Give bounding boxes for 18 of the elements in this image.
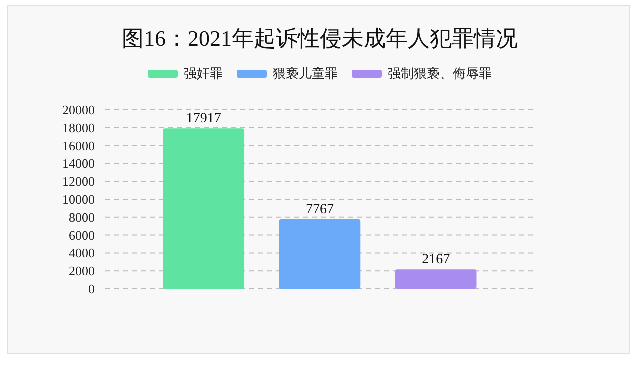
y-tick-label: 0: [88, 282, 95, 296]
y-tick-label: 4000: [69, 246, 95, 261]
data-label: 2167: [422, 252, 450, 268]
data-label: 17917: [186, 112, 222, 127]
y-tick-label: 12000: [62, 174, 95, 190]
y-tick-label: 20000: [62, 102, 95, 118]
legend-label: 强制猥亵、侮辱罪: [388, 66, 492, 81]
data-label: 7767: [306, 202, 334, 218]
y-tick-label: 18000: [62, 120, 95, 136]
y-tick-label: 8000: [69, 210, 95, 225]
legend-label: 猥亵儿童罪: [273, 66, 338, 81]
chart-title: 图16：2021年起诉性侵未成年人犯罪情况: [122, 26, 518, 51]
y-tick-label: 2000: [69, 264, 95, 279]
legend-label: 强奸罪: [184, 66, 223, 81]
y-tick-label: 16000: [62, 138, 95, 154]
y-tick-label: 10000: [62, 192, 95, 207]
y-tick-label: 14000: [62, 156, 95, 172]
y-tick-label: 6000: [69, 228, 95, 243]
